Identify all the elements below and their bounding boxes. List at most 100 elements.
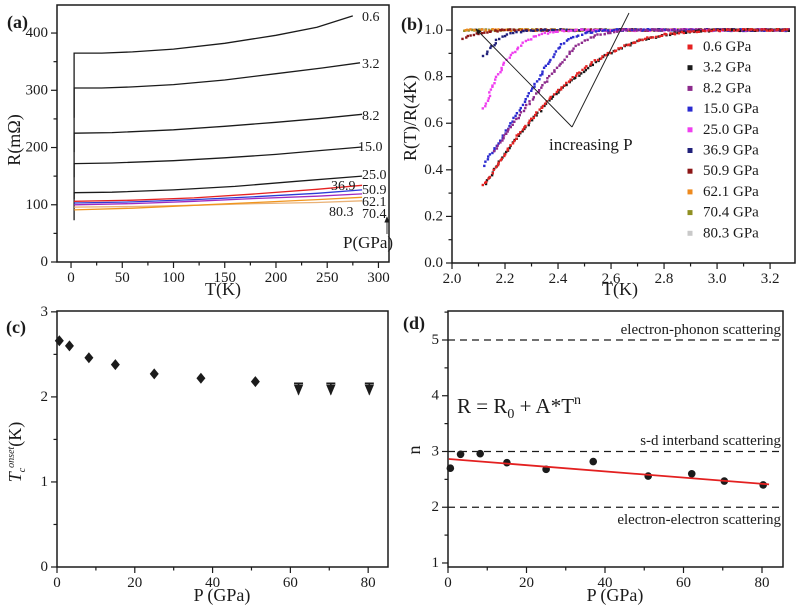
legend-label: 15.0 GPa — [703, 101, 759, 117]
data-dot — [575, 35, 578, 38]
series-3-2 — [73, 62, 361, 118]
x-tick-label: 40 — [205, 575, 220, 591]
data-dot — [781, 29, 784, 32]
data-dot — [532, 96, 535, 99]
data-dot — [606, 29, 610, 32]
data-dot — [490, 44, 493, 48]
data-dot — [557, 88, 560, 92]
annotation-text: P(GPa) — [343, 233, 393, 252]
data-dot — [470, 28, 474, 32]
legend-swatch — [687, 189, 693, 195]
data-dot — [501, 139, 504, 142]
data-dot — [542, 28, 545, 32]
data-dot — [533, 85, 536, 88]
data-dot — [561, 61, 564, 64]
diamond-marker — [64, 340, 74, 352]
data-dot — [554, 50, 558, 53]
data-dot — [660, 34, 664, 37]
data-dot — [514, 29, 517, 32]
circle-marker — [589, 457, 598, 466]
data-dot — [768, 29, 772, 32]
data-dot — [598, 57, 602, 61]
data-dot — [547, 62, 550, 65]
diamond-marker — [84, 352, 94, 364]
data-dot — [586, 38, 589, 42]
x-tick-label: 50 — [115, 270, 130, 286]
data-dot — [593, 34, 596, 37]
data-dot — [537, 90, 540, 94]
data-dot — [787, 28, 790, 31]
data-dot — [538, 78, 541, 81]
data-dot — [577, 34, 580, 37]
data-dot — [492, 168, 495, 172]
data-dot — [594, 30, 598, 33]
series-8-2 — [73, 113, 363, 153]
diamond-marker — [196, 372, 206, 384]
data-dot — [483, 31, 486, 34]
data-dot — [750, 28, 753, 31]
data-dot — [513, 139, 516, 143]
data-dot — [527, 92, 530, 95]
data-dot — [549, 95, 552, 99]
data-dot — [565, 55, 569, 58]
axis-title-x: T(K) — [205, 279, 241, 300]
legend-item: 62.1 GPa — [687, 184, 759, 200]
data-dot — [689, 30, 692, 33]
data-dot — [503, 28, 506, 32]
data-dot — [506, 147, 509, 150]
data-dot — [523, 127, 526, 131]
data-dot — [673, 33, 677, 36]
data-dot — [560, 86, 563, 89]
data-dot — [552, 93, 556, 96]
data-dot — [542, 66, 546, 69]
data-dot — [511, 123, 514, 126]
diamond-marker — [110, 359, 120, 371]
data-dot — [575, 74, 578, 77]
data-dot — [531, 87, 534, 90]
data-dot — [642, 28, 646, 31]
data-dot — [486, 158, 490, 161]
data-dot — [589, 64, 592, 67]
data-dot — [622, 28, 626, 31]
data-dot — [722, 28, 725, 31]
data-dot — [493, 82, 496, 85]
data-dot — [613, 30, 616, 34]
data-dot — [737, 28, 740, 31]
data-dot — [540, 106, 544, 109]
x-tick-label: 2.4 — [549, 271, 568, 287]
data-dot — [521, 130, 524, 133]
data-dot — [571, 29, 574, 32]
data-dot — [568, 50, 571, 53]
data-dot — [565, 81, 568, 85]
data-dot — [581, 33, 584, 36]
legend-item: 80.3 GPa — [687, 225, 759, 241]
data-dot — [616, 30, 619, 33]
data-dot — [668, 33, 672, 37]
data-dot — [502, 63, 505, 66]
data-dot — [512, 28, 516, 31]
data-dot — [677, 29, 680, 32]
data-dot — [563, 84, 566, 87]
y-tick-label: 0.2 — [424, 208, 443, 224]
data-dot — [557, 91, 560, 94]
legend-swatch — [687, 85, 693, 91]
data-dot — [511, 120, 514, 123]
data-dot — [597, 29, 600, 32]
data-dot — [502, 137, 505, 140]
series-70-4 — [74, 193, 363, 206]
data-dot — [550, 28, 554, 32]
diamond-marker — [54, 335, 64, 347]
axis-title-y: R(mΩ) — [4, 114, 25, 165]
data-dot — [484, 105, 487, 108]
data-dot — [583, 66, 587, 70]
data-dot — [606, 51, 609, 55]
data-dot — [528, 119, 531, 122]
legend-item: 70.4 GPa — [687, 205, 759, 221]
data-dot — [651, 36, 655, 39]
data-dot — [575, 28, 578, 31]
data-dot — [535, 92, 538, 95]
curve-label: 36.9 — [331, 179, 356, 194]
panel-letter-a: (a) — [7, 12, 28, 33]
y-tick-label: 0 — [41, 254, 49, 270]
data-dot — [644, 37, 647, 41]
